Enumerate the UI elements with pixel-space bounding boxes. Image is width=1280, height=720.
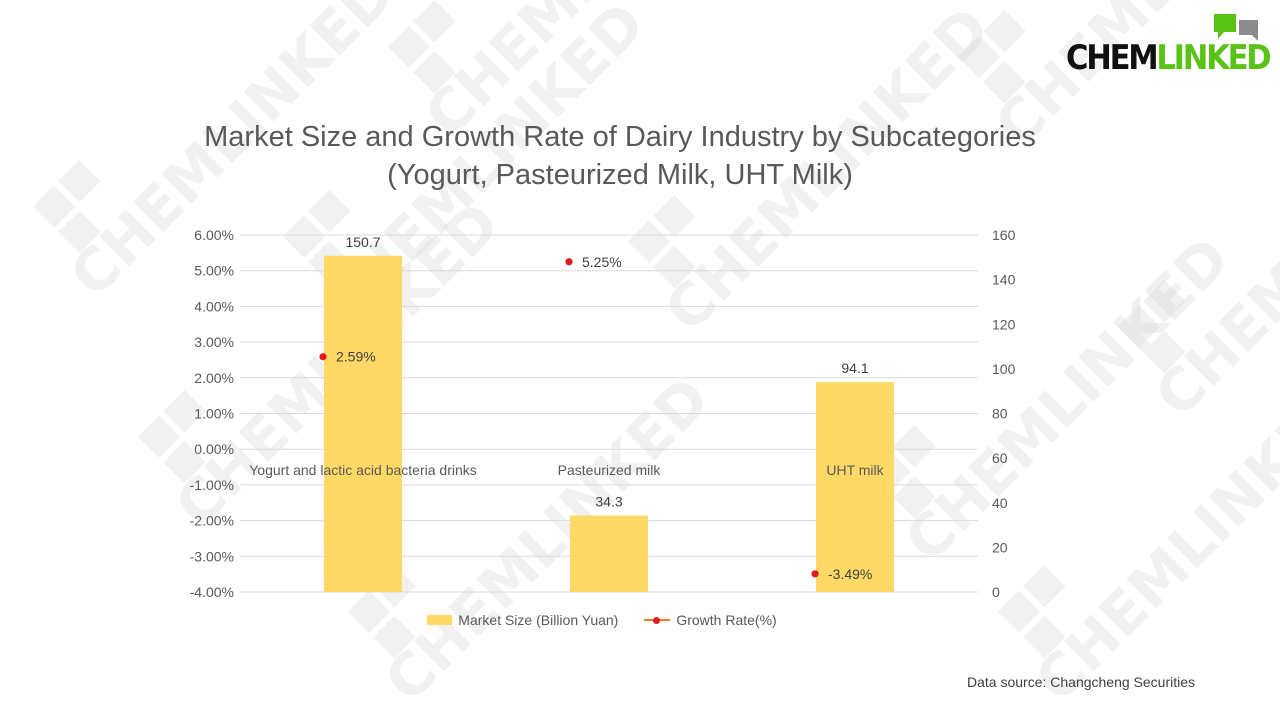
y-axis-left-tick-label: -1.00% [190, 477, 234, 493]
y-axis-right-tick-label: 40 [992, 495, 1008, 511]
chart-title-line-2: (Yogurt, Pasteurized Milk, UHT Milk) [387, 159, 853, 191]
bar-data-label: 34.3 [595, 493, 622, 509]
y-axis-left-tick-label: 6.00% [194, 227, 234, 243]
y-axis-left-tick-label: 3.00% [194, 334, 234, 350]
y-axis-right-tick-label: 140 [992, 272, 1016, 288]
x-axis-category-label: UHT milk [826, 462, 884, 478]
y-axis-right-tick-label: 0 [992, 584, 1000, 600]
y-axis-right-tick-label: 80 [992, 406, 1008, 422]
y-axis-left-tick-label: 2.00% [194, 370, 234, 386]
chart-legend: Market Size (Billion Yuan) Growth Rate(%… [0, 612, 1204, 628]
bar [324, 255, 402, 593]
y-axis-left-tick-label: -3.00% [190, 548, 234, 564]
y-axis-left-tick-label: 5.00% [194, 263, 234, 279]
y-axis-right-tick-label: 120 [992, 316, 1016, 332]
growth-rate-data-label: -3.49% [828, 566, 872, 582]
chemlinked-logo: CHEMLINKED [1066, 12, 1272, 78]
y-axis-left-tick-label: -4.00% [190, 584, 234, 600]
growth-rate-data-label: 2.59% [336, 349, 376, 365]
y-axis-right-tick-label: 100 [992, 361, 1016, 377]
bar [816, 382, 894, 592]
data-source-note: Data source: Changcheng Securities [967, 674, 1196, 690]
chat-bubbles-icon [1214, 14, 1258, 41]
legend-label-growth-rate: Growth Rate(%) [676, 612, 777, 628]
chart-title: Market Size and Growth Rate of Dairy Ind… [140, 118, 1100, 194]
x-axis-category-label: Pasteurized milk [558, 462, 662, 478]
logo-text-linked: LINKED [1156, 38, 1271, 78]
bar-data-label: 150.7 [345, 234, 380, 250]
y-axis-left-tick-label: 1.00% [194, 406, 234, 422]
bar-data-label: 94.1 [841, 360, 868, 376]
y-axis-right-tick-label: 160 [992, 227, 1016, 243]
y-axis-right-tick-label: 60 [992, 450, 1008, 466]
y-axis-left-tick-label: 4.00% [194, 298, 234, 314]
y-axis-left-tick-label: 0.00% [194, 441, 234, 457]
x-axis-category-label: Yogurt and lactic acid bacteria drinks [249, 462, 477, 478]
y-axis-left-tick-label: -2.00% [190, 513, 234, 529]
logo-wordmark: CHEMLINKED [1066, 38, 1272, 78]
y-axis-right-tick-label: 20 [992, 539, 1008, 555]
growth-rate-point [565, 258, 573, 266]
legend-swatch-line [644, 615, 671, 625]
growth-rate-data-label: 5.25% [582, 254, 622, 270]
legend-label-market-size: Market Size (Billion Yuan) [458, 612, 619, 628]
bar [570, 515, 648, 592]
legend-item-growth-rate: Growth Rate(%) [644, 612, 777, 628]
legend-swatch-bar [427, 615, 453, 625]
growth-rate-point [319, 353, 327, 361]
logo-text-chem: CHEM [1066, 38, 1159, 78]
chart-title-line-1: Market Size and Growth Rate of Dairy Ind… [204, 121, 1036, 153]
legend-item-market-size: Market Size (Billion Yuan) [427, 612, 618, 628]
growth-rate-point [811, 570, 819, 578]
